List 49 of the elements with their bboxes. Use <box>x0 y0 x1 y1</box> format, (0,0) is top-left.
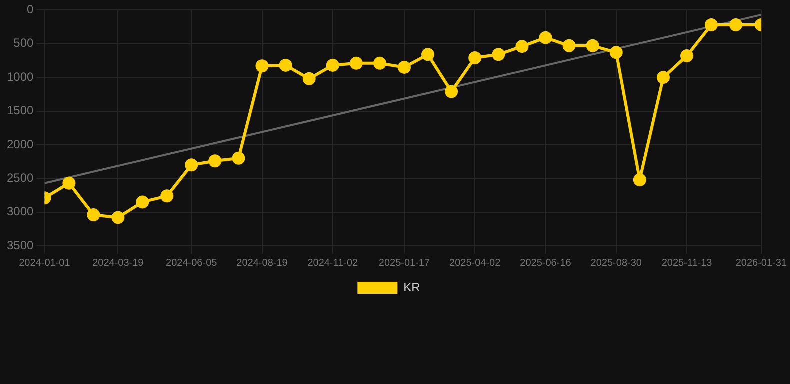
point <box>373 56 386 70</box>
point <box>680 50 694 63</box>
x-tick-label: 2026-01-31 <box>736 258 788 269</box>
point <box>445 85 458 98</box>
point <box>112 211 125 224</box>
x-tick-label: 2024-08-19 <box>236 258 288 269</box>
point <box>562 39 576 52</box>
x-tick-label: 2024-01-01 <box>19 258 71 269</box>
y-tick-label: 2500 <box>6 170 34 185</box>
point <box>492 48 506 62</box>
x-tick-label: 2024-06-05 <box>166 258 218 269</box>
point <box>185 158 198 172</box>
point <box>422 48 435 62</box>
point <box>256 60 269 73</box>
point <box>516 40 529 54</box>
x-tick-label: 2024-11-02 <box>308 258 359 269</box>
x-tick-label: 2025-08-30 <box>590 258 642 269</box>
legend-label: KR <box>404 280 421 294</box>
point <box>279 58 292 72</box>
point <box>656 71 670 84</box>
point <box>705 18 718 32</box>
point <box>539 31 552 44</box>
y-tick-label: 2000 <box>6 137 34 152</box>
y-tick-label: 500 <box>14 36 34 50</box>
x-tick-label: 2025-01-17 <box>378 258 430 269</box>
point <box>468 52 482 65</box>
point <box>87 208 100 222</box>
point <box>586 39 600 52</box>
point <box>208 154 222 168</box>
x-tick-label: 2025-04-02 <box>450 258 502 269</box>
y-tick-label: 1000 <box>6 70 34 84</box>
x-tick-label: 2025-06-16 <box>520 258 572 269</box>
y-tick-label: 3500 <box>6 238 34 252</box>
point <box>729 18 742 32</box>
point <box>326 58 340 72</box>
point <box>136 196 150 209</box>
point <box>62 176 76 190</box>
point <box>302 72 316 86</box>
point <box>160 190 174 203</box>
y-tick-label: 0 <box>27 2 34 17</box>
point <box>350 56 363 70</box>
point <box>633 173 646 186</box>
x-tick-label: 2025-11-13 <box>662 258 713 269</box>
point <box>232 152 246 165</box>
point <box>610 46 623 60</box>
y-tick-label: 1500 <box>6 104 34 118</box>
x-tick-label: 2024-03-19 <box>92 258 144 269</box>
point <box>398 60 411 74</box>
y-tick-label: 3000 <box>6 204 34 219</box>
